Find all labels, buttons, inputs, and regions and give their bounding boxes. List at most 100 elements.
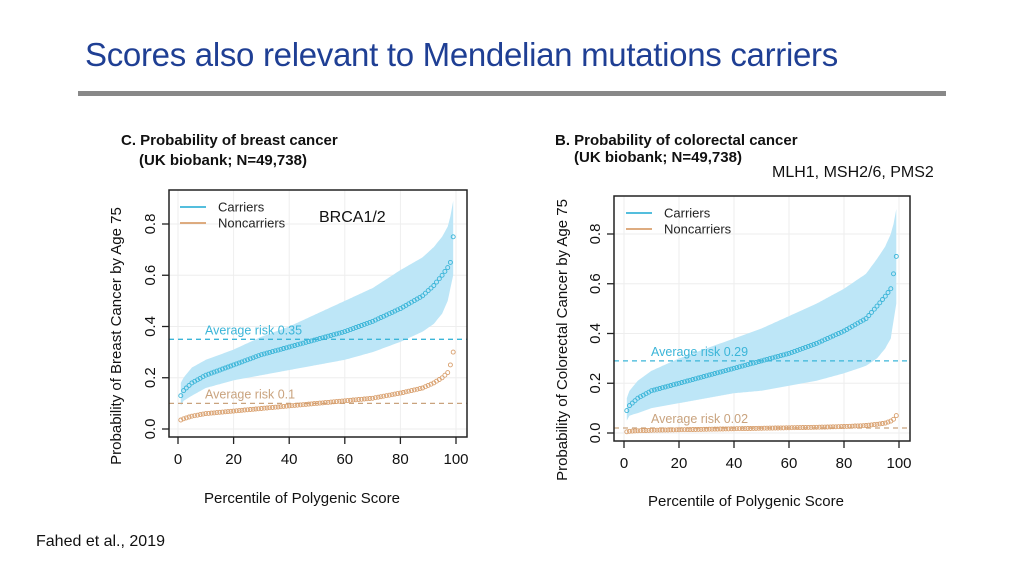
noncarriers-point bbox=[242, 407, 248, 413]
carriers-point bbox=[830, 333, 836, 339]
carriers-point bbox=[325, 333, 331, 339]
carriers-point bbox=[295, 342, 300, 348]
breast-x-axis-label: Percentile of Polygenic Score bbox=[204, 490, 400, 507]
noncarriers-point bbox=[847, 423, 852, 429]
carriers-point bbox=[822, 337, 828, 343]
noncarriers-point bbox=[858, 423, 863, 429]
noncarriers-point bbox=[206, 410, 212, 416]
noncarriers-point bbox=[261, 405, 267, 411]
noncarriers-point bbox=[709, 426, 715, 432]
carriers-point bbox=[345, 328, 351, 334]
noncarriers-point bbox=[345, 398, 351, 404]
noncarriers-point bbox=[855, 423, 861, 429]
carriers-point bbox=[286, 344, 292, 350]
y-tick-label: 0.8 bbox=[142, 214, 159, 235]
carriers-point bbox=[792, 348, 797, 354]
noncarriers-point bbox=[866, 422, 872, 428]
y-tick-label: 0.0 bbox=[587, 423, 604, 444]
noncarriers-point bbox=[695, 426, 701, 432]
carriers-point bbox=[442, 268, 448, 274]
y-tick-label: 0.6 bbox=[142, 265, 159, 286]
noncarriers-point bbox=[450, 349, 456, 355]
carriers-point bbox=[264, 350, 270, 356]
noncarriers-point bbox=[836, 424, 841, 430]
noncarriers-point bbox=[869, 422, 874, 428]
carriers-point bbox=[384, 312, 389, 318]
carriers-point bbox=[211, 369, 217, 375]
noncarriers-point bbox=[764, 425, 770, 431]
carriers-point bbox=[816, 339, 822, 345]
carriers-point bbox=[687, 377, 693, 383]
noncarriers-point bbox=[256, 406, 262, 412]
carriers-point bbox=[800, 345, 806, 351]
carriers-point bbox=[233, 361, 239, 367]
noncarriers-point bbox=[389, 392, 395, 398]
noncarriers-point bbox=[409, 388, 414, 394]
y-tick-label: 0.2 bbox=[587, 373, 604, 394]
noncarriers-point bbox=[397, 390, 403, 396]
noncarriers-point bbox=[347, 397, 353, 403]
noncarriers-point bbox=[783, 425, 789, 431]
noncarriers-point bbox=[406, 388, 412, 394]
carriers-point bbox=[300, 340, 306, 346]
noncarriers-point bbox=[334, 399, 339, 405]
carriers-point bbox=[245, 357, 250, 363]
carriers-point bbox=[885, 290, 891, 295]
noncarriers-point bbox=[770, 425, 775, 431]
noncarriers-point bbox=[178, 417, 184, 423]
x-tick-label: 40 bbox=[726, 455, 743, 472]
carriers-point bbox=[261, 351, 267, 357]
noncarriers-point bbox=[283, 403, 289, 409]
noncarriers-point bbox=[737, 426, 742, 432]
noncarriers-point bbox=[800, 425, 806, 430]
noncarriers-point bbox=[687, 427, 693, 433]
carriers-point bbox=[347, 327, 353, 333]
noncarriers-point bbox=[236, 408, 242, 414]
carriers-point bbox=[331, 332, 337, 338]
noncarriers-point bbox=[414, 386, 420, 392]
carriers-point bbox=[425, 288, 431, 294]
noncarriers-point bbox=[827, 424, 833, 430]
noncarriers-point bbox=[195, 412, 200, 418]
carriers-point bbox=[231, 362, 237, 368]
colorectal-cancer-chart: Average risk 0.29 Average risk 0.02 0 20 40 6… bbox=[587, 195, 912, 472]
carriers-point bbox=[420, 293, 426, 299]
carriers-point bbox=[178, 393, 184, 399]
title-divider bbox=[78, 91, 946, 96]
noncarriers-point bbox=[684, 427, 690, 433]
noncarriers-point bbox=[247, 407, 253, 412]
carriers-point bbox=[364, 320, 370, 326]
noncarriers-point bbox=[624, 429, 630, 435]
carriers-point bbox=[283, 345, 289, 351]
carriers-point bbox=[786, 350, 792, 356]
y-tick-label: 0.2 bbox=[142, 367, 159, 388]
noncarriers-point bbox=[701, 426, 707, 432]
carriers-point bbox=[395, 307, 401, 313]
carriers-point bbox=[737, 364, 742, 370]
carriers-point bbox=[866, 313, 872, 318]
noncarriers-point bbox=[726, 426, 731, 432]
carriers-point bbox=[671, 382, 676, 388]
noncarriers-point bbox=[306, 401, 312, 407]
x-tick-label: 0 bbox=[174, 451, 182, 468]
noncarriers-point bbox=[638, 428, 643, 434]
noncarriers-point bbox=[822, 424, 828, 430]
carriers-point bbox=[739, 363, 745, 369]
noncarriers-point bbox=[819, 424, 825, 430]
carriers-point bbox=[789, 349, 795, 355]
noncarriers-point bbox=[372, 395, 378, 401]
carriers-point bbox=[217, 367, 223, 373]
noncarriers-point bbox=[728, 426, 734, 432]
carriers-point bbox=[709, 371, 715, 377]
carriers-point bbox=[361, 321, 367, 327]
carriers-point bbox=[386, 311, 392, 317]
noncarriers-point bbox=[668, 427, 674, 433]
x-tick-label: 80 bbox=[392, 451, 409, 468]
carriers-point bbox=[225, 364, 231, 370]
carriers-point bbox=[320, 335, 326, 341]
carriers-point bbox=[328, 333, 334, 338]
breast-panel-title-line2: (UK biobank; N=49,738) bbox=[139, 152, 307, 169]
carriers-point bbox=[761, 357, 767, 363]
carriers-point bbox=[289, 343, 295, 349]
noncarriers-point bbox=[767, 425, 773, 431]
